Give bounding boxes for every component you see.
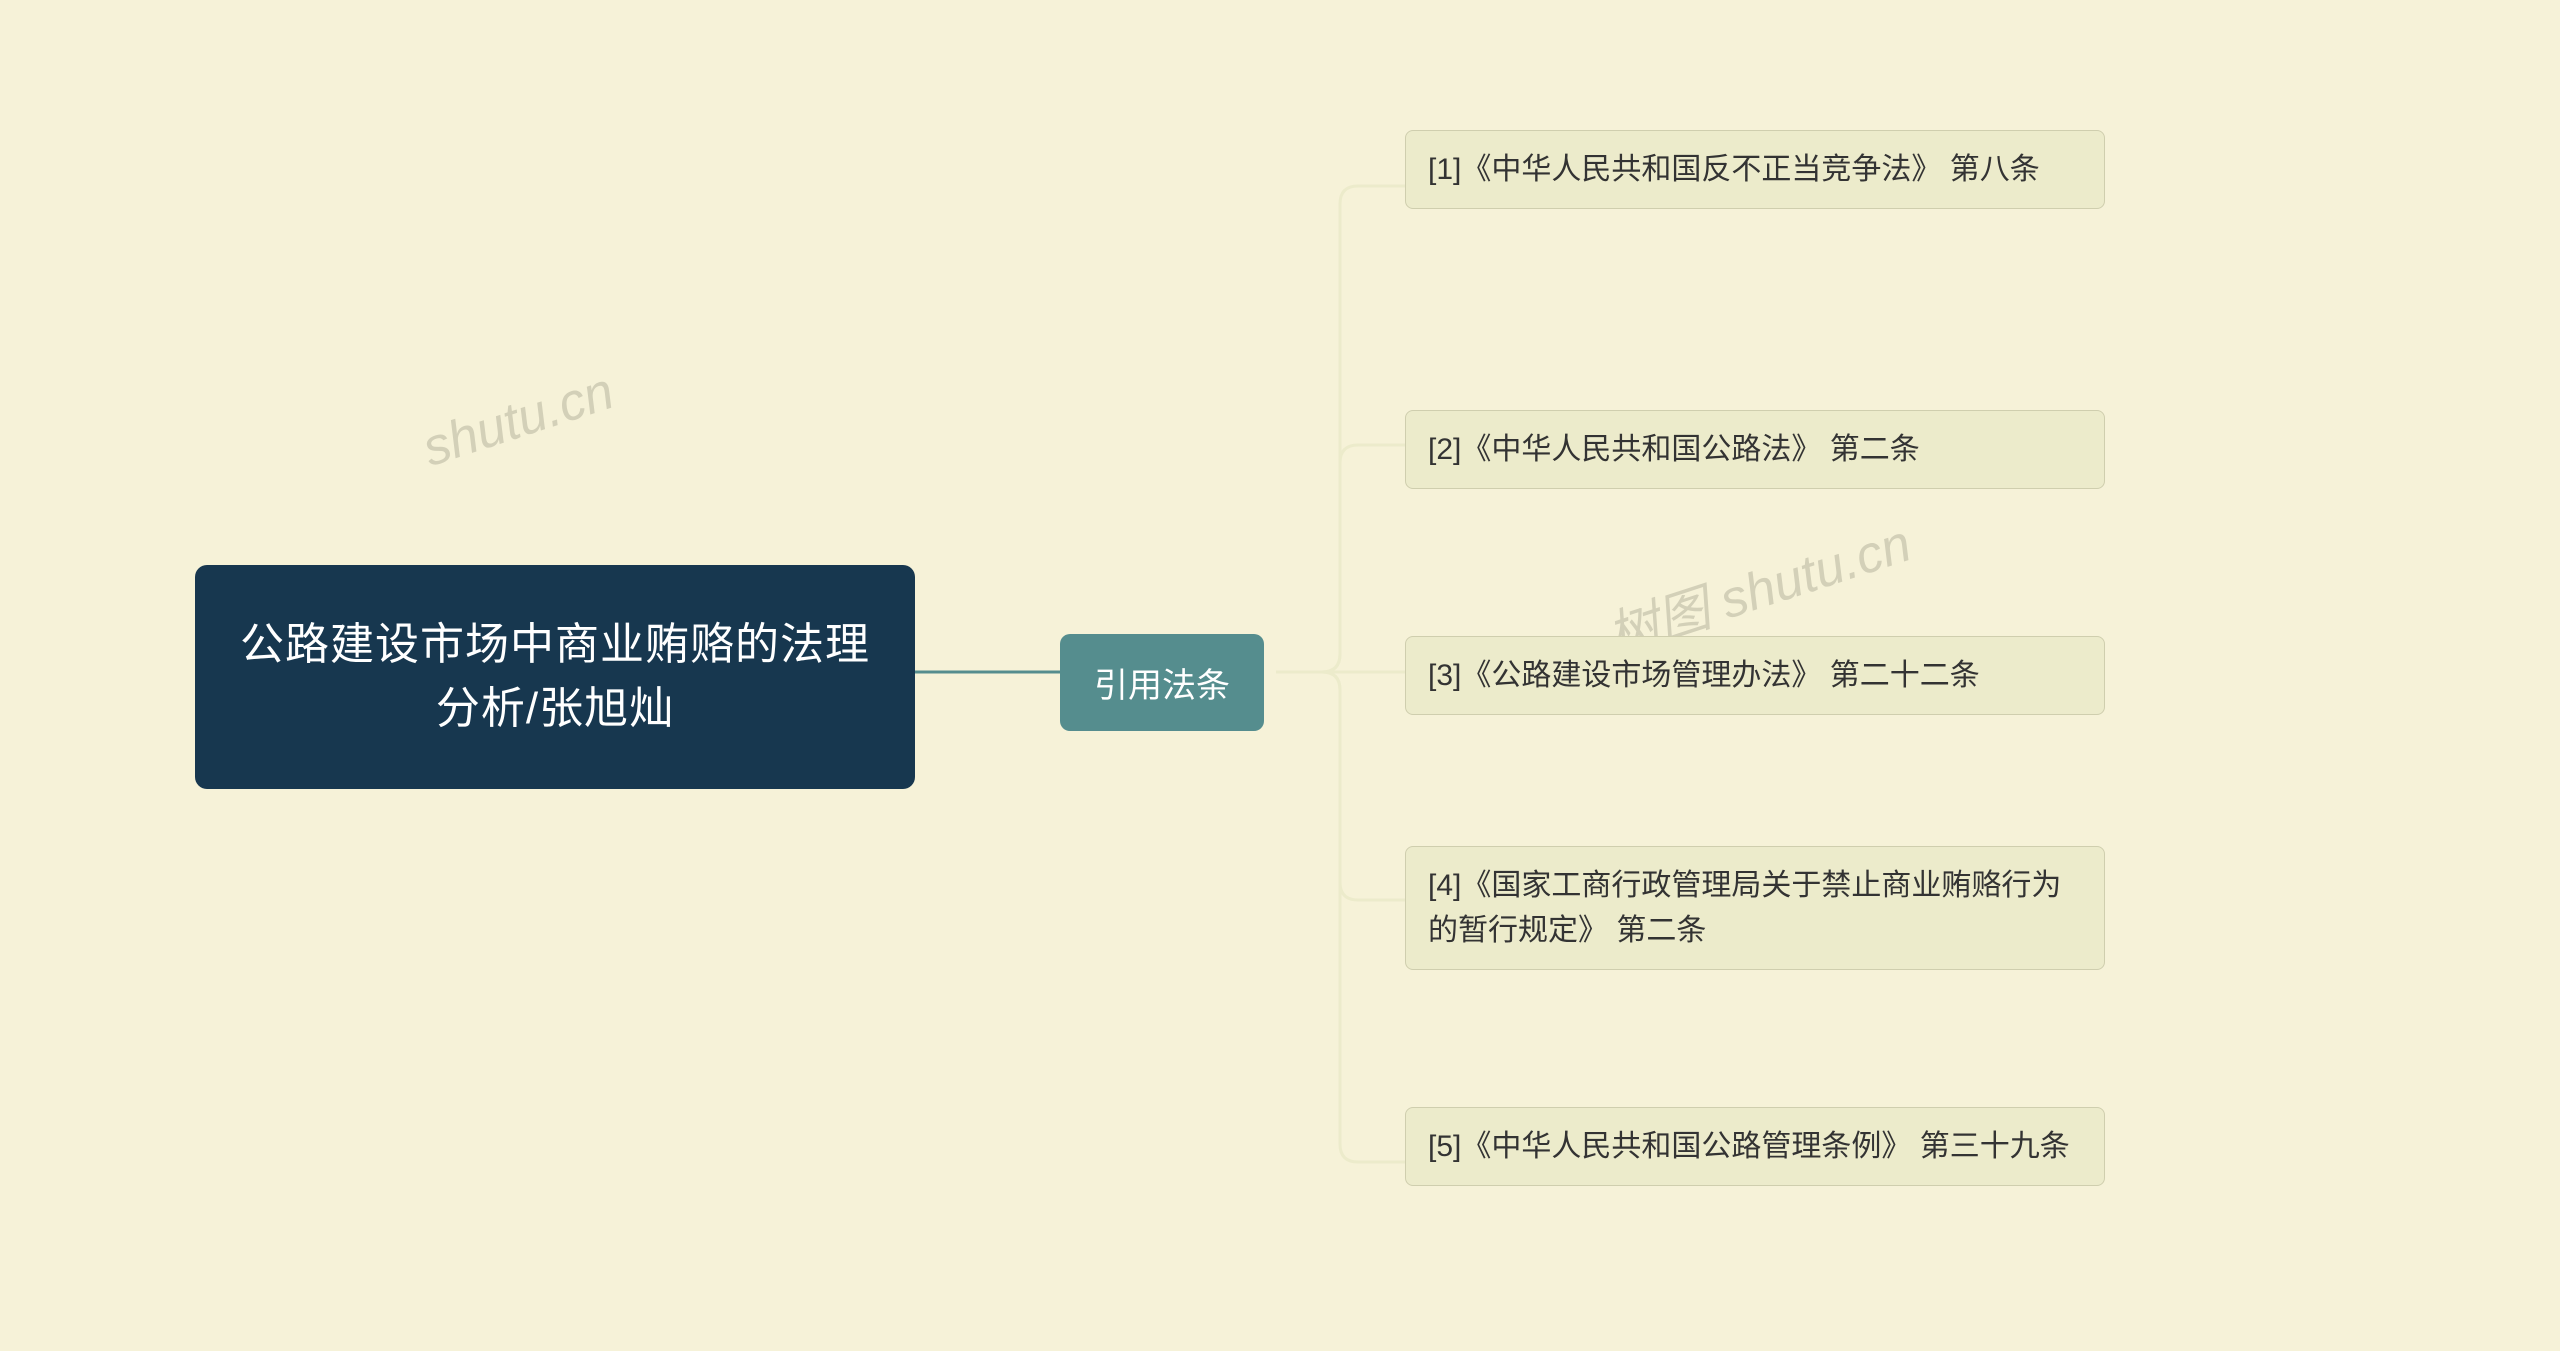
leaf-label: [2]《中华人民共和国公路法》 第二条 — [1428, 433, 1920, 466]
leaf-node-1[interactable]: [2]《中华人民共和国公路法》 第二条 — [1405, 410, 2105, 489]
leaf-node-2[interactable]: [3]《公路建设市场管理办法》 第二十二条 — [1405, 636, 2105, 715]
watermark-1: shutu.cn — [416, 361, 621, 479]
leaf-node-3[interactable]: [4]《国家工商行政管理局关于禁止商业贿赂行为的暂行规定》 第二条 — [1405, 846, 2105, 970]
branch-label: 引用法条 — [1094, 667, 1230, 705]
branch-node[interactable]: 引用法条 — [1060, 634, 1264, 731]
root-node[interactable]: 公路建设市场中商业贿赂的法理分析/张旭灿 — [195, 565, 915, 789]
root-label: 公路建设市场中商业贿赂的法理分析/张旭灿 — [240, 620, 870, 733]
leaf-label: [1]《中华人民共和国反不正当竞争法》 第八条 — [1428, 153, 2040, 186]
mindmap-container: shutu.cn 树图 shutu.cn 公路建设市场中商业贿赂的法理分析/张旭… — [0, 0, 2560, 1351]
leaf-label: [3]《公路建设市场管理办法》 第二十二条 — [1428, 659, 1980, 692]
leaf-node-4[interactable]: [5]《中华人民共和国公路管理条例》 第三十九条 — [1405, 1107, 2105, 1186]
leaf-label: [4]《国家工商行政管理局关于禁止商业贿赂行为的暂行规定》 第二条 — [1428, 869, 2061, 947]
leaf-label: [5]《中华人民共和国公路管理条例》 第三十九条 — [1428, 1130, 2070, 1163]
leaf-node-0[interactable]: [1]《中华人民共和国反不正当竞争法》 第八条 — [1405, 130, 2105, 209]
